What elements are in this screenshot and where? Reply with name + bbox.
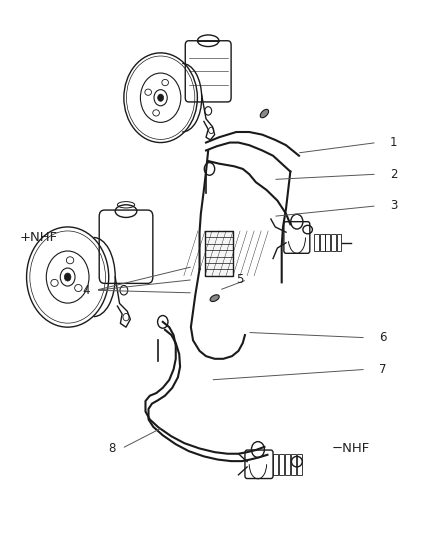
Text: 5: 5	[236, 273, 244, 286]
Text: 7: 7	[379, 363, 386, 376]
Text: 4: 4	[83, 284, 90, 297]
Bar	[291, 454, 297, 475]
Circle shape	[64, 273, 71, 281]
Bar	[337, 235, 341, 251]
Ellipse shape	[260, 109, 268, 118]
Bar	[331, 235, 336, 251]
Text: 1: 1	[390, 136, 397, 149]
Circle shape	[158, 94, 163, 101]
Text: −NHF: −NHF	[332, 442, 370, 455]
Text: 6: 6	[379, 331, 386, 344]
Bar	[273, 454, 278, 475]
Text: 8: 8	[109, 442, 116, 455]
Bar	[285, 454, 290, 475]
Bar	[320, 235, 325, 251]
Bar	[205, 231, 233, 276]
Bar	[325, 235, 330, 251]
Text: +NHF: +NHF	[20, 231, 58, 244]
Bar	[297, 454, 303, 475]
Ellipse shape	[210, 295, 219, 302]
Bar	[279, 454, 284, 475]
Bar	[314, 235, 319, 251]
Text: 2: 2	[390, 168, 397, 181]
Text: 3: 3	[390, 199, 397, 212]
